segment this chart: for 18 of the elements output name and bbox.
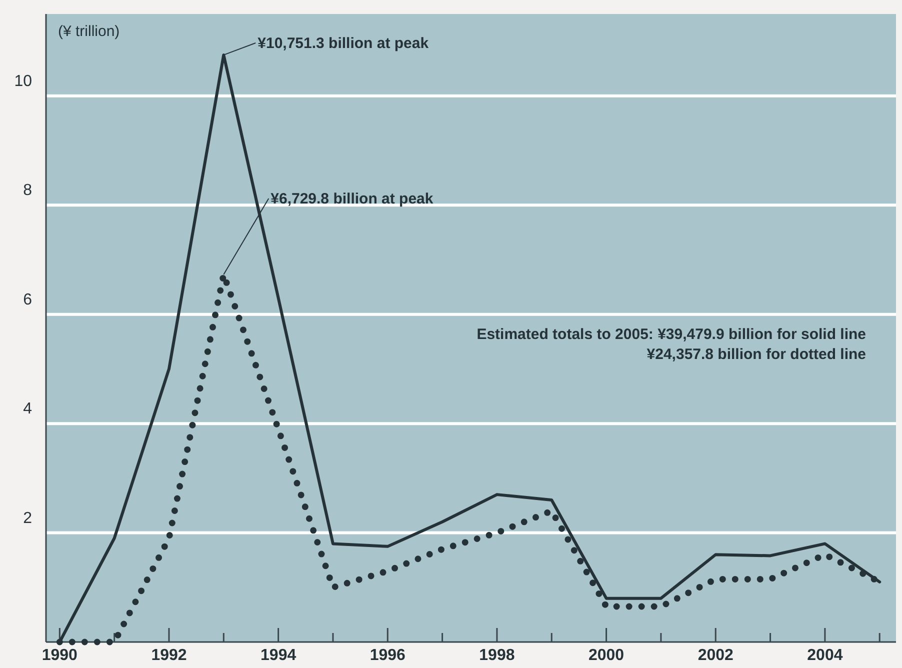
y-tick-label: 4 [23, 400, 32, 418]
x-tick-label: 1994 [260, 647, 296, 664]
annotation: ¥10,751.3 billion at peak [258, 34, 430, 52]
annotation: Estimated totals to 2005: ¥39,479.9 billion for solid line [476, 326, 866, 343]
annotation: ¥6,729.8 billion at peak [270, 190, 434, 208]
x-tick-label: 2004 [807, 647, 843, 664]
y-tick-label: 8 [23, 182, 32, 200]
x-tick-label: 2000 [588, 647, 624, 664]
x-tick-label: 1992 [151, 647, 187, 664]
x-tick-label: 1990 [42, 647, 78, 664]
y-axis-title: (¥ trillion) [58, 23, 120, 40]
x-tick-label: 2002 [698, 647, 734, 664]
x-tick-label: 1996 [370, 647, 406, 664]
y-tick-label: 6 [23, 291, 32, 308]
annotation: ¥24,357.8 billion for dotted line [646, 346, 866, 363]
y-tick-label: 2 [23, 510, 32, 527]
y-tick-label: 10 [14, 72, 32, 90]
x-tick-label: 1998 [479, 647, 515, 664]
